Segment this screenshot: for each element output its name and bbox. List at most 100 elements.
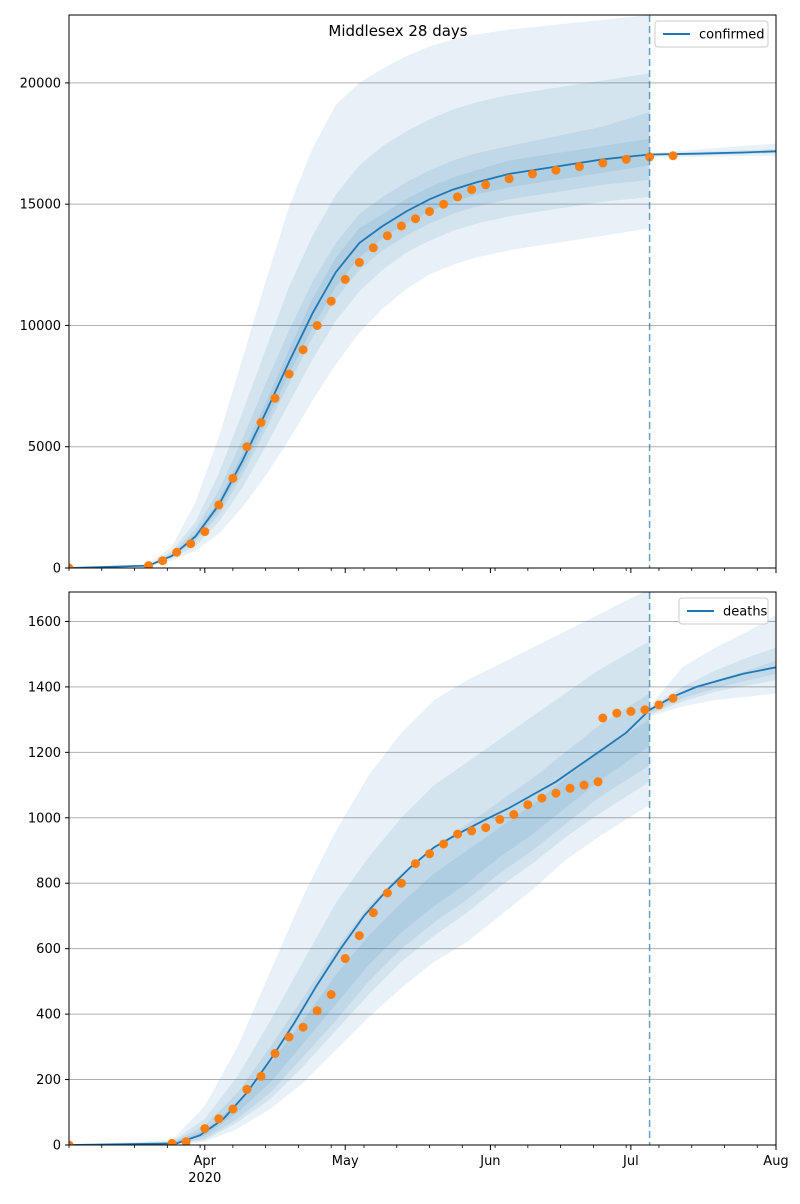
uncertainty-band: [69, 693, 650, 1145]
data-point: [158, 556, 168, 566]
data-point: [411, 214, 420, 224]
data-point: [200, 1124, 210, 1134]
data-point: [200, 527, 210, 537]
data-point: [495, 814, 505, 824]
data-point: [453, 192, 463, 202]
uncertainty-band: [69, 641, 650, 1145]
data-point: [668, 693, 678, 703]
y-tick-label: 400: [36, 1008, 61, 1023]
y-tick-label: 200: [36, 1073, 61, 1088]
data-point: [242, 442, 252, 452]
data-point: [214, 500, 224, 510]
data-point: [551, 165, 561, 175]
data-point: [425, 207, 434, 216]
data-point: [326, 990, 336, 999]
data-point: [326, 296, 336, 306]
uncertainty-band: [69, 73, 650, 568]
x-tick-label: Aug: [763, 1154, 788, 1169]
legend-label: deaths: [723, 605, 768, 620]
x-tick-label: May: [332, 1154, 359, 1169]
data-point: [411, 859, 420, 869]
y-tick-label: 1600: [28, 615, 61, 630]
uncertainty-band: [69, 112, 650, 568]
chart-title: Middlesex 28 days: [328, 22, 467, 40]
data-point: [144, 561, 154, 568]
y-tick-label: 0: [53, 562, 61, 577]
data-point: [640, 705, 650, 715]
data-point: [354, 931, 364, 941]
data-point: [467, 185, 477, 195]
data-point: [574, 162, 584, 172]
data-point: [298, 345, 308, 355]
data-point: [621, 154, 631, 164]
uncertainty-band: [69, 15, 650, 568]
data-point: [537, 793, 547, 803]
x-tick-label: Jul: [622, 1154, 639, 1169]
data-point: [528, 169, 537, 179]
data-point: [396, 878, 406, 888]
data-point: [167, 1138, 177, 1145]
data-point: [69, 1140, 74, 1145]
data-point: [172, 547, 182, 557]
data-point: [453, 829, 463, 839]
y-tick-label: 10000: [20, 319, 61, 334]
data-point: [645, 152, 655, 162]
data-point: [256, 418, 266, 427]
data-point: [467, 826, 477, 836]
deaths-panel: 0 200 400 600 800 1000 1200 1400 1600 Apr 2020 May J…: [28, 591, 789, 1186]
data-point: [382, 888, 392, 898]
data-point: [312, 321, 322, 330]
data-point: [504, 174, 514, 184]
data-point: [270, 393, 280, 403]
plot-area: [69, 592, 776, 1145]
data-point: [340, 954, 350, 963]
y-tick-label: 15000: [20, 198, 61, 213]
y-tick-label: 20000: [20, 76, 61, 91]
data-point: [181, 1137, 191, 1145]
y-tick-label: 5000: [28, 440, 61, 455]
data-point: [256, 1071, 266, 1081]
uncertainty-band: [649, 647, 776, 715]
x-tick-label: Jun: [479, 1154, 500, 1169]
data-point: [654, 700, 664, 710]
y-tick-label: 1400: [28, 680, 61, 695]
data-point: [284, 369, 294, 379]
data-point: [284, 1032, 294, 1042]
data-point: [593, 777, 603, 787]
uncertainty-band: [649, 614, 776, 717]
data-point: [228, 473, 238, 483]
plot-area: [69, 15, 776, 568]
data-point: [270, 1048, 280, 1058]
axes-frame: [68, 591, 777, 1146]
data-point: [668, 151, 678, 161]
uncertainty-band: [69, 719, 650, 1145]
legend-label: confirmed: [699, 28, 765, 43]
x-tick-sublabel: 2020: [188, 1171, 221, 1186]
uncertainty-band: [69, 592, 650, 1145]
data-point: [340, 274, 350, 284]
legend-box: [654, 20, 769, 48]
data-point: [598, 713, 608, 723]
data-point: [298, 1022, 308, 1032]
data-point: [598, 158, 608, 168]
data-point: [626, 706, 636, 716]
data-point: [523, 800, 533, 810]
legend: deaths: [678, 597, 769, 625]
data-point: [186, 539, 196, 549]
y-tick-label: 0: [53, 1139, 61, 1154]
y-tick-label: 1200: [28, 746, 61, 761]
data-point: [368, 908, 378, 918]
data-point: [481, 180, 491, 190]
series-line: [69, 150, 776, 568]
legend: confirmed: [654, 20, 769, 48]
data-point: [439, 839, 449, 849]
y-tick-label: 800: [36, 877, 61, 892]
data-point: [481, 823, 491, 833]
data-point: [382, 231, 392, 241]
data-point: [439, 199, 449, 209]
data-point: [509, 810, 519, 819]
data-point: [354, 257, 364, 267]
